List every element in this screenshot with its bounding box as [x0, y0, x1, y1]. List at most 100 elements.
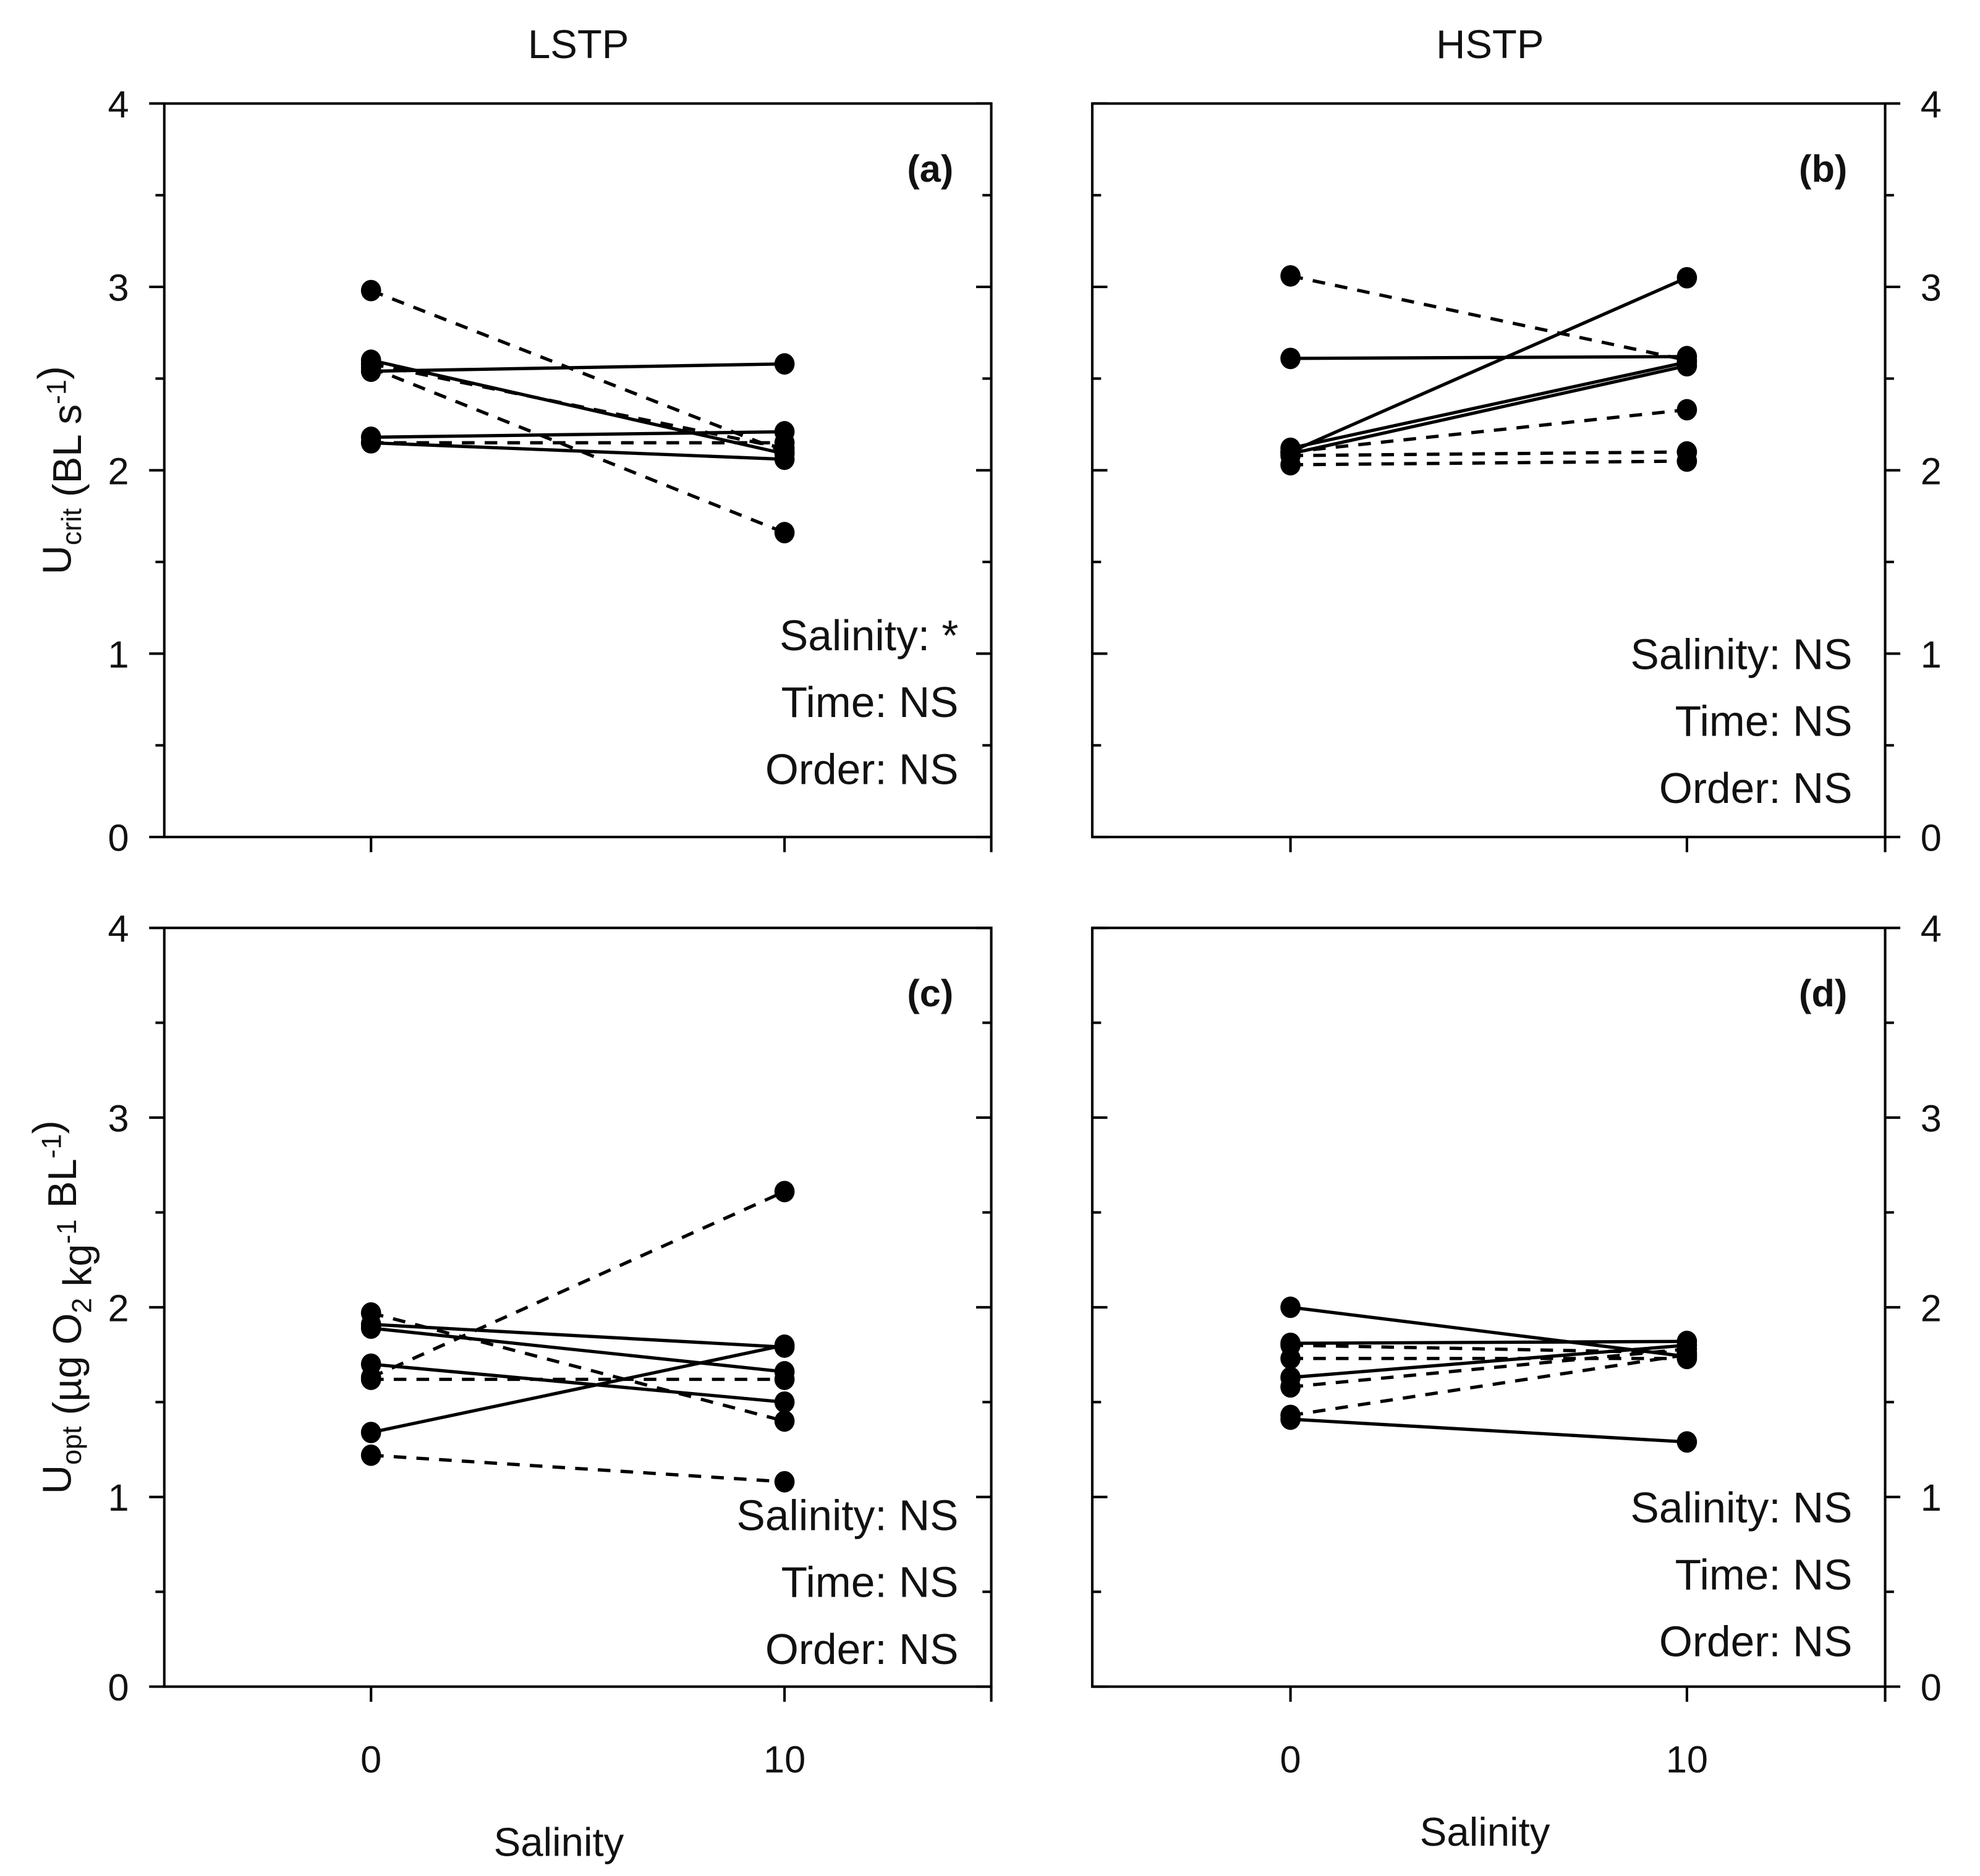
data-point [1280, 1376, 1301, 1398]
y-axis-label-part: crit [56, 508, 87, 545]
y-tick-label: 3 [108, 1097, 129, 1139]
x-tick-label: 0 [360, 1739, 381, 1781]
y-tick-label: 2 [1921, 450, 1942, 492]
series-line-dashed [1280, 265, 1697, 371]
series-line [370, 1190, 786, 1379]
y-tick-label: 1 [1921, 634, 1942, 676]
stat-annotation: Time: NS [781, 1558, 959, 1606]
series-line [370, 1311, 785, 1423]
series-line-solid [1280, 1296, 1697, 1368]
y-tick-label: 0 [1921, 817, 1942, 859]
data-point [360, 431, 381, 454]
data-point [774, 1181, 795, 1203]
x-axis-label: Salinity [494, 1819, 624, 1864]
y-axis-label: Ucrit (BL s-1) [29, 366, 90, 574]
x-tick-label: 10 [763, 1739, 805, 1781]
x-tick-label: 0 [1280, 1739, 1301, 1781]
series-line-dashed [360, 357, 795, 544]
y-axis-label-part: -1 [35, 1134, 67, 1158]
data-point [774, 431, 795, 454]
data-point [774, 1391, 795, 1413]
series-line [1290, 459, 1687, 467]
series-line [1290, 355, 1687, 360]
series-line-dashed [1280, 450, 1697, 476]
y-tick-label: 1 [1921, 1477, 1942, 1519]
stat-annotation: Time: NS [781, 678, 959, 726]
series-line [1290, 274, 1688, 362]
series-line [371, 1453, 785, 1483]
x-axis-label: Salinity [1420, 1809, 1550, 1854]
series-line-solid [360, 353, 795, 382]
panel-label: (a) [907, 148, 953, 190]
stat-annotation: Time: NS [1675, 697, 1853, 745]
y-axis-label-part: kg [54, 1244, 100, 1297]
data-point [1280, 1348, 1301, 1370]
y-axis-label-part: (BL s [45, 404, 90, 508]
data-point [360, 1317, 381, 1339]
series-line [1290, 1417, 1688, 1444]
series-line-solid [360, 431, 795, 470]
y-tick-label: 3 [1921, 267, 1942, 309]
series-line-dashed [360, 1369, 795, 1390]
data-point [774, 1471, 795, 1493]
y-axis-label-part: -1 [40, 380, 72, 404]
series-line-solid [1280, 355, 1697, 465]
y-tick-label: 2 [108, 1287, 129, 1329]
series-line [370, 289, 786, 454]
y-tick-label: 4 [108, 83, 129, 125]
data-point [774, 1334, 795, 1356]
series-line [1290, 1347, 1688, 1389]
series-line [370, 1362, 785, 1404]
stat-annotation: Salinity: NS [1631, 630, 1853, 678]
series-line [1290, 1339, 1687, 1345]
stat-annotation: Order: NS [765, 745, 959, 793]
data-point [1280, 347, 1301, 370]
series-line-dashed [360, 1302, 795, 1432]
y-tick-label: 4 [1921, 908, 1942, 950]
series-line [1290, 276, 1688, 454]
data-point [360, 357, 381, 379]
panel-label: (b) [1799, 148, 1847, 190]
series-line [1290, 364, 1688, 456]
y-axis-label: Uopt (µg O2 kg-1 BL-1) [24, 1121, 100, 1494]
panel-label: (d) [1799, 972, 1847, 1014]
series-line [1290, 1352, 1688, 1417]
stat-annotation: Salinity: * [780, 611, 958, 660]
data-point [360, 279, 381, 302]
data-point [774, 1369, 795, 1390]
stat-annotation: Salinity: NS [1631, 1483, 1853, 1532]
y-tick-label: 1 [108, 1477, 129, 1519]
y-axis-label-part: BL [40, 1158, 85, 1219]
y-axis-label-part: U [35, 1465, 80, 1494]
y-tick-label: 2 [1921, 1287, 1942, 1329]
series-line-dashed [360, 1444, 795, 1493]
y-tick-label: 4 [108, 908, 129, 950]
y-tick-label: 2 [108, 450, 129, 492]
series-line [1290, 1343, 1688, 1380]
y-tick-label: 0 [108, 1666, 129, 1708]
data-point [1676, 450, 1697, 472]
y-axis-label-part: ) [29, 366, 74, 380]
data-point [774, 1410, 795, 1432]
data-point [1676, 1431, 1697, 1453]
stat-annotation: Order: NS [1659, 1618, 1853, 1666]
stat-annotation: Order: NS [1659, 764, 1853, 812]
x-tick-label: 10 [1666, 1739, 1708, 1781]
data-point [774, 353, 795, 375]
panel-c: 0 1 2 3 4 0 10 Salinity (c) Salinity: NS Time: NS O… [24, 908, 993, 1864]
data-point [1280, 265, 1301, 287]
panel-b: 0 1 2 3 4 (b) Salinity: NS Time: NS Order: NS [1090, 83, 1942, 859]
plot-frame [163, 102, 993, 839]
data-point [774, 522, 795, 544]
data-point [1676, 266, 1697, 289]
data-point [360, 1369, 381, 1390]
series-line-dashed [1280, 1344, 1697, 1427]
series-line [371, 430, 785, 439]
y-axis-label-part: -1 [51, 1219, 82, 1244]
data-point [360, 1302, 381, 1324]
data-point [774, 448, 795, 470]
y-tick-label: 0 [1921, 1666, 1942, 1708]
series-line [371, 441, 785, 461]
series-line [371, 1322, 785, 1349]
